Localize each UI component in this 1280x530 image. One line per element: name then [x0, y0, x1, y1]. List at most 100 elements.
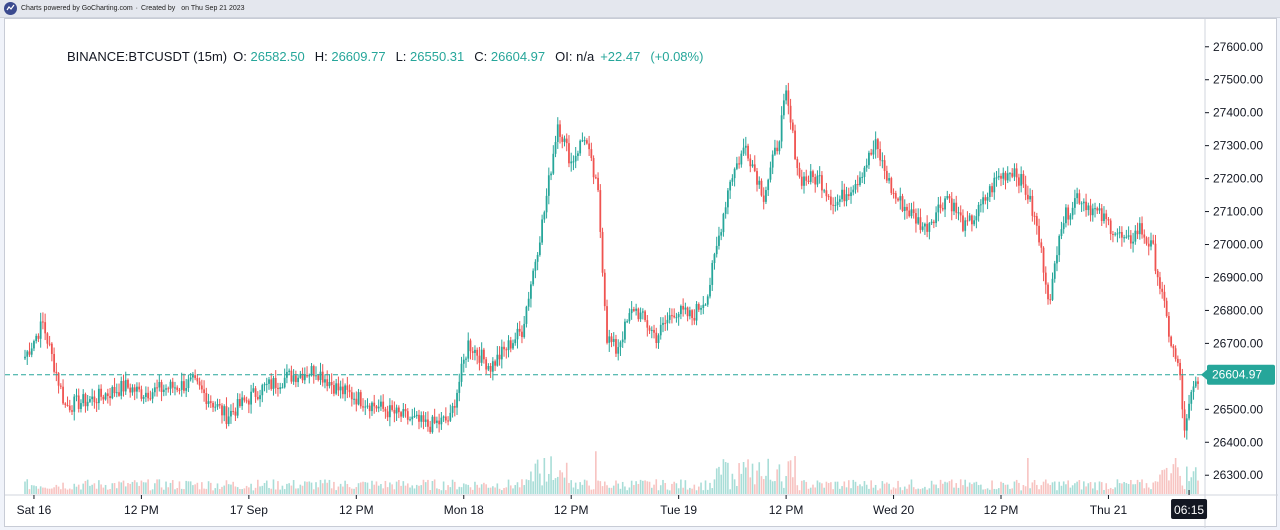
volume-bar: [525, 479, 528, 494]
volume-bar: [758, 462, 761, 494]
volume-bar: [1121, 483, 1123, 494]
candle-body: [982, 197, 984, 205]
candle-body: [1129, 235, 1132, 244]
candle-body: [679, 305, 682, 315]
volume-bar: [917, 488, 919, 494]
candle-body: [617, 347, 620, 354]
candle-body: [223, 406, 226, 416]
candle-body: [156, 387, 158, 389]
candle-body: [579, 140, 582, 154]
volume-bar: [700, 482, 702, 494]
volume-bar: [1087, 483, 1090, 494]
volume-bar: [991, 480, 993, 494]
volume-bar: [653, 484, 655, 494]
candle-body: [1006, 173, 1009, 181]
candle-body: [932, 221, 935, 224]
volume-bar: [205, 488, 208, 494]
candle-body: [1082, 201, 1085, 204]
candle-body: [964, 220, 967, 231]
volume-bar: [859, 484, 861, 494]
candle-body: [382, 401, 385, 409]
candle-body: [624, 321, 626, 340]
candle-body: [362, 406, 364, 408]
volume-bar: [689, 487, 691, 494]
volume-bar: [158, 479, 161, 494]
candle-body: [418, 414, 420, 422]
volume-bar: [395, 481, 398, 494]
candle-body: [1145, 237, 1148, 244]
candle-body: [102, 396, 105, 400]
volume-bar: [366, 482, 369, 494]
volume-bar: [738, 463, 740, 494]
volume-bar: [1058, 481, 1061, 494]
candle-body: [268, 379, 270, 384]
candle-body: [353, 398, 355, 400]
volume-bar: [995, 489, 998, 494]
volume-bar: [1047, 483, 1049, 494]
close-label: C:: [474, 49, 488, 64]
candle-body: [319, 371, 322, 380]
volume-bar: [583, 479, 586, 494]
volume-bar: [333, 481, 335, 494]
candle-body: [738, 163, 740, 165]
volume-bar: [33, 485, 35, 494]
volume-bar: [187, 481, 190, 494]
date-text: on Thu Sep 21 2023: [181, 5, 245, 12]
volume-bar: [1112, 489, 1114, 494]
candle-body: [1118, 232, 1121, 234]
candle-body: [194, 375, 197, 379]
candle-body: [603, 272, 606, 307]
volume-bar: [868, 488, 870, 494]
volume-bar: [736, 485, 738, 494]
volume-bar: [66, 489, 69, 494]
volume-bar: [769, 479, 772, 494]
candle-body: [205, 393, 208, 404]
volume-bar: [592, 489, 595, 494]
candlestick-chart[interactable]: 27600.00 27500.00 27400.00 27300.00 27200.00…: [5, 19, 1278, 528]
volume-bar: [221, 486, 223, 494]
volume-bar: [975, 481, 978, 494]
volume-bar: [301, 485, 304, 494]
volume-bar: [359, 482, 362, 494]
candle-body: [630, 309, 633, 314]
candle-body: [451, 406, 454, 413]
x-tick-label: 12 PM: [339, 503, 374, 517]
candle-body: [706, 296, 709, 305]
candle-body: [444, 416, 447, 421]
volume-bar: [800, 480, 803, 494]
candle-body: [1127, 235, 1130, 237]
candle-body: [823, 190, 826, 192]
volume-bar: [404, 485, 407, 494]
candle-body: [89, 399, 91, 402]
volume-bar: [550, 456, 552, 494]
candle-body: [881, 160, 884, 162]
candle-body: [1076, 193, 1079, 199]
candle-body: [1065, 207, 1067, 224]
volume-bar: [118, 481, 120, 494]
candle-body: [863, 167, 866, 177]
candle-body: [469, 340, 472, 352]
volume-bar: [612, 485, 615, 494]
volume-bar: [989, 489, 991, 494]
chart-panel[interactable]: 27600.00 27500.00 27400.00 27300.00 27200.00…: [4, 18, 1278, 528]
candle-body: [263, 384, 266, 386]
volume-bar: [823, 487, 825, 494]
x-tick-label: Thu 21: [1090, 503, 1128, 517]
candle-body: [1138, 223, 1141, 235]
candle-body: [254, 388, 257, 397]
volume-bar: [948, 481, 951, 494]
candle-body: [778, 141, 781, 152]
volume-bar: [442, 481, 445, 494]
volume-bar: [198, 489, 201, 494]
close-value: 26604.97: [490, 49, 546, 64]
candle-body: [876, 139, 879, 149]
candle-body: [814, 177, 817, 185]
volume-bar: [154, 483, 156, 494]
volume-bar: [178, 481, 181, 494]
candle-body: [1150, 240, 1152, 247]
candle-body: [1143, 234, 1146, 238]
candle-body: [650, 329, 653, 331]
candle-body: [897, 198, 899, 201]
volume-bar: [42, 487, 44, 494]
candle-body: [364, 406, 367, 408]
